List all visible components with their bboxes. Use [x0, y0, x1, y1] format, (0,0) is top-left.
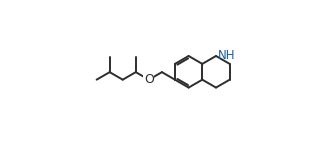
Text: O: O [144, 73, 154, 86]
Text: NH: NH [218, 49, 235, 62]
